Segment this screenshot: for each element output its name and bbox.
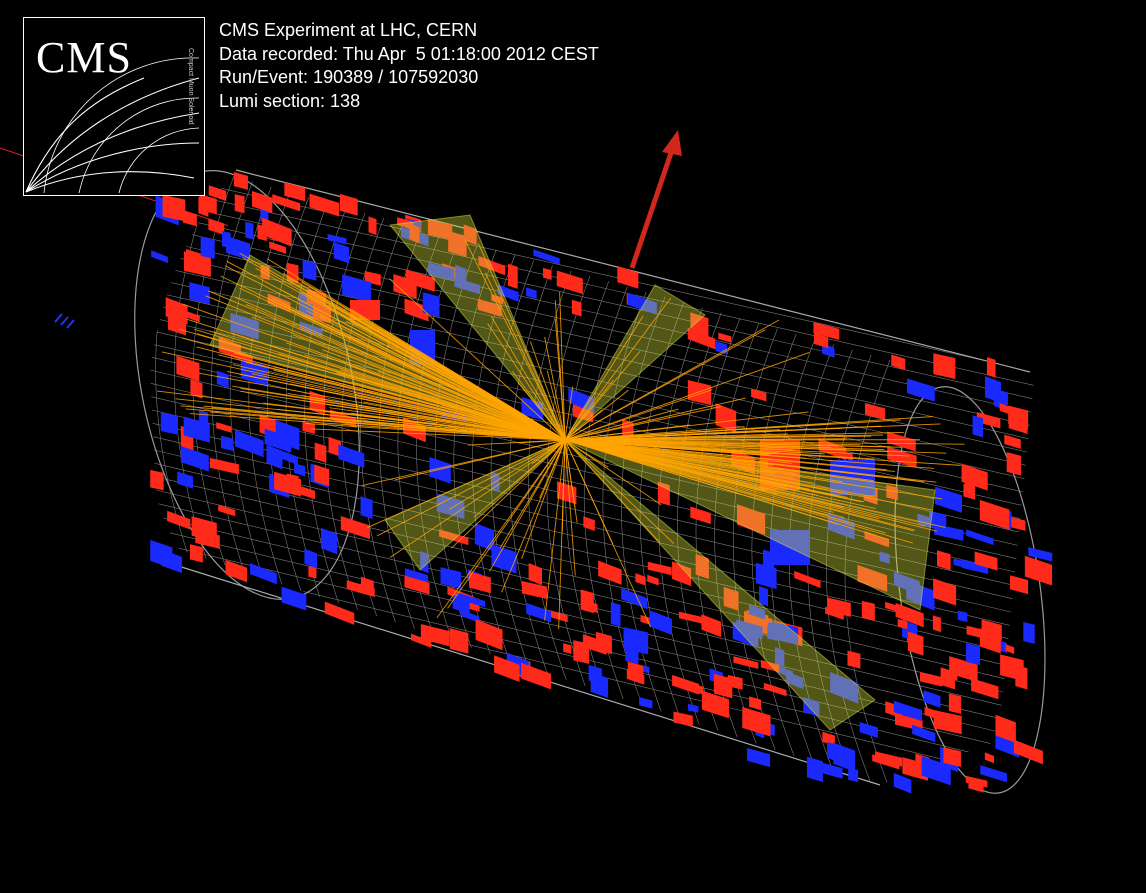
stray-hits	[54, 313, 75, 329]
run-event: Run/Event: 190389 / 107592030	[219, 67, 479, 87]
cms-logo: CMS Compact Muon Solenoid	[23, 17, 205, 196]
calorimeter-towers	[150, 172, 1053, 794]
met-arrow	[629, 130, 682, 269]
jet-cone	[564, 284, 706, 441]
logo-text: CMS	[36, 33, 132, 82]
particle-tracks	[157, 238, 965, 630]
recorded-date: Data recorded: Thu Apr 5 01:18:00 2012 C…	[219, 43, 599, 64]
experiment-label: CMS Experiment at LHC, CERN	[219, 20, 478, 40]
jet-cone	[564, 439, 876, 731]
logo-curves-icon	[25, 57, 200, 194]
jet-cones	[209, 214, 936, 731]
event-info: CMS Experiment at LHC, CERN Data recorde…	[219, 19, 599, 113]
lumi-section: Lumi section: 138	[219, 90, 361, 111]
logo-subtitle: Compact Muon Solenoid	[187, 48, 194, 125]
